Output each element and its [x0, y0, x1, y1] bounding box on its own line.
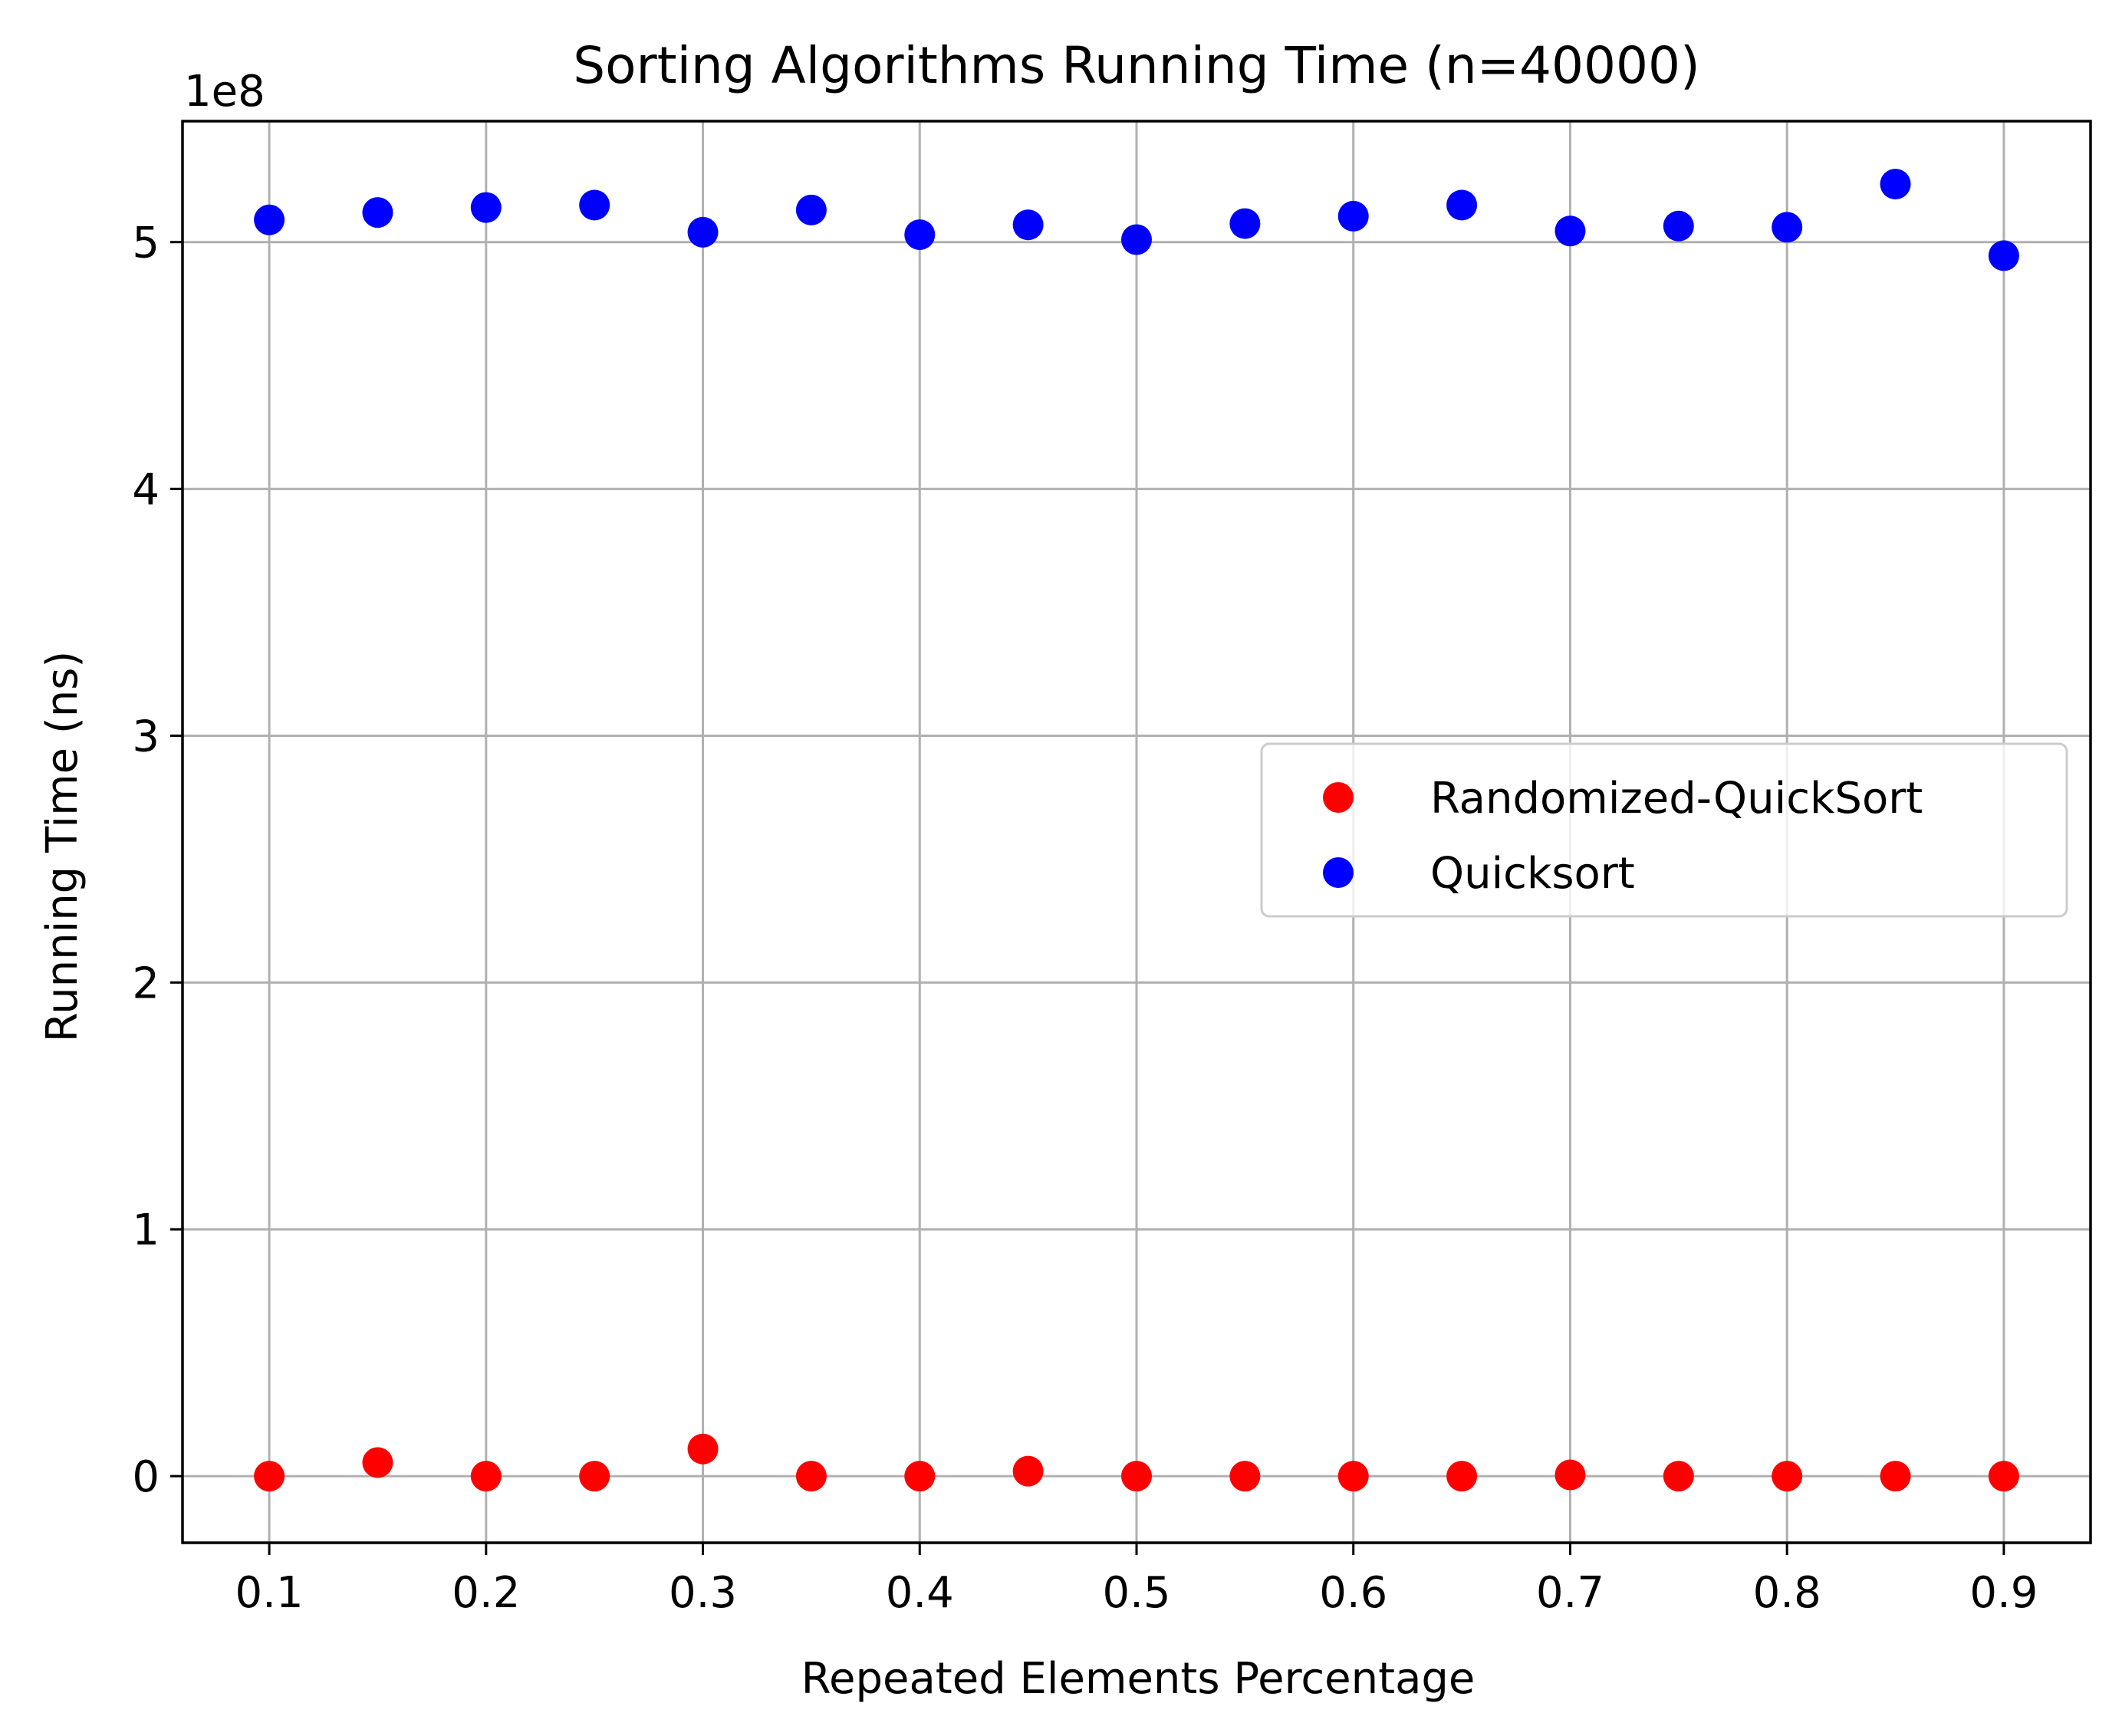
data-point-randomized-quicksort	[254, 1461, 285, 1492]
data-point-quicksort	[1121, 224, 1152, 255]
data-point-quicksort	[254, 204, 285, 235]
data-point-randomized-quicksort	[1446, 1461, 1478, 1492]
data-point-randomized-quicksort	[470, 1461, 502, 1492]
x-tick-label: 0.6	[1319, 1568, 1387, 1618]
x-tick-label: 0.3	[669, 1568, 737, 1618]
data-point-randomized-quicksort	[687, 1433, 719, 1465]
data-point-randomized-quicksort	[1663, 1461, 1694, 1492]
data-point-randomized-quicksort	[1229, 1461, 1261, 1492]
data-point-quicksort	[362, 197, 393, 229]
legend-marker	[1323, 782, 1354, 813]
legend-label: Quicksort	[1430, 849, 1635, 899]
data-point-randomized-quicksort	[1554, 1459, 1586, 1491]
x-tick-label: 0.2	[452, 1568, 520, 1618]
x-tick-label: 0.9	[1969, 1568, 2038, 1618]
data-point-quicksort	[1663, 210, 1694, 242]
data-point-quicksort	[1554, 215, 1586, 247]
data-point-quicksort	[904, 219, 936, 251]
y-tick-label: 3	[132, 712, 160, 761]
data-point-randomized-quicksort	[904, 1461, 936, 1492]
legend-label: Randomized-QuickSort	[1430, 774, 1923, 824]
axes: 0.1 0.2 0.3 0.4 0.5 0.6 0.7 0.8 0.9 0 1 2 3 4 5	[132, 120, 2092, 1618]
x-tick-label: 0.1	[235, 1568, 304, 1618]
data-point-quicksort	[1988, 240, 2019, 271]
y-axis-offset-label: 1e8	[184, 67, 265, 117]
y-tick-label: 0	[132, 1452, 160, 1502]
x-tick-label: 0.7	[1536, 1568, 1604, 1618]
y-tick-label: 2	[132, 958, 160, 1008]
data-point-randomized-quicksort	[1988, 1461, 2019, 1492]
x-tick-label: 0.4	[886, 1568, 954, 1618]
data-point-quicksort	[1012, 209, 1044, 241]
data-point-quicksort	[579, 189, 610, 221]
data-point-quicksort	[795, 194, 827, 225]
data-point-randomized-quicksort	[1772, 1461, 1803, 1492]
y-axis-label: Running Time (ns)	[38, 651, 87, 1042]
data-point-quicksort	[1772, 212, 1803, 243]
data-point-quicksort	[1446, 189, 1478, 221]
x-tick-label: 0.8	[1753, 1568, 1821, 1618]
data-point-randomized-quicksort	[1012, 1455, 1044, 1487]
data-points	[254, 169, 2019, 1492]
legend-box	[1260, 742, 2068, 918]
y-tick-label: 5	[132, 219, 160, 268]
data-point-quicksort	[687, 216, 719, 248]
data-point-randomized-quicksort	[1880, 1461, 1911, 1492]
data-point-randomized-quicksort	[1337, 1461, 1369, 1492]
y-tick-label: 1	[132, 1205, 160, 1255]
data-point-quicksort	[1880, 169, 1911, 200]
x-tick-label: 0.5	[1102, 1568, 1170, 1618]
data-point-quicksort	[1229, 208, 1261, 239]
data-point-randomized-quicksort	[1121, 1461, 1152, 1492]
data-point-randomized-quicksort	[362, 1447, 393, 1478]
y-tick-label: 4	[132, 465, 160, 515]
legend: Randomized-QuickSort Quicksort	[1260, 742, 2068, 918]
x-axis-label: Repeated Elements Percentage	[801, 1654, 1476, 1704]
chart-title: Sorting Algorithms Running Time (n=40000…	[573, 36, 1699, 95]
data-point-quicksort	[1337, 200, 1369, 232]
legend-marker	[1323, 857, 1354, 888]
data-point-randomized-quicksort	[795, 1461, 827, 1492]
data-point-randomized-quicksort	[579, 1461, 610, 1492]
data-point-quicksort	[470, 192, 502, 223]
